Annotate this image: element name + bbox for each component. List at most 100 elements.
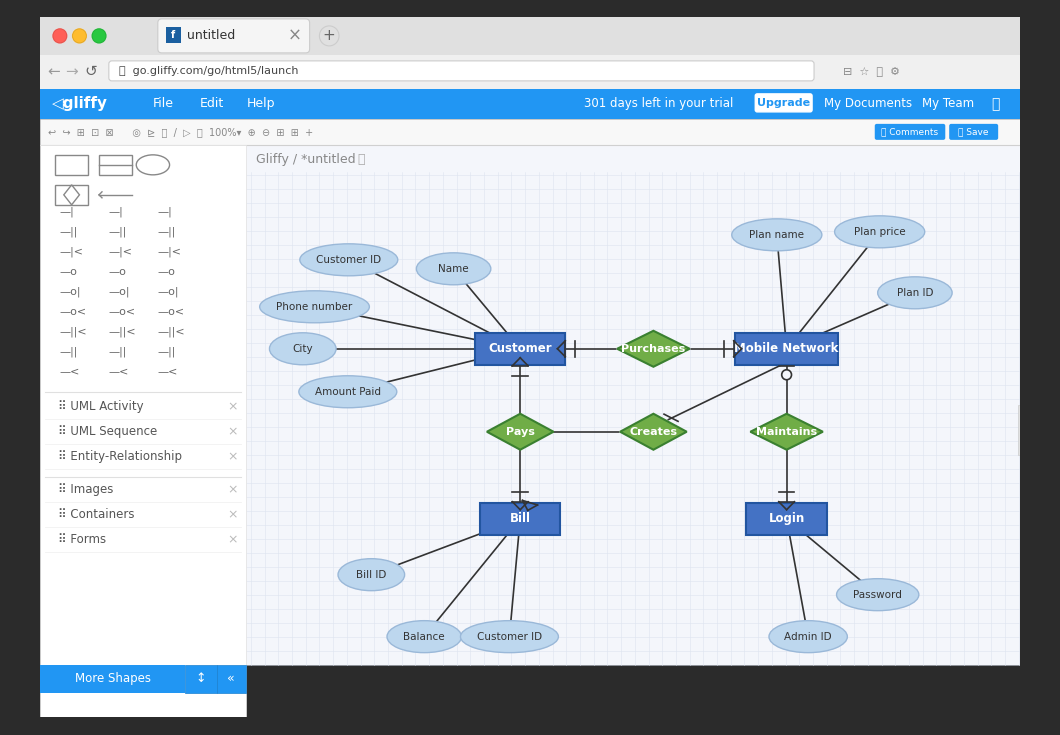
Text: Name: Name [438,264,469,274]
Text: ⠿ Entity-Relationship: ⠿ Entity-Relationship [58,451,182,463]
Text: Bill ID: Bill ID [356,570,387,580]
Text: ⠿ Images: ⠿ Images [58,483,113,496]
Text: —<: —< [109,367,129,377]
Text: My Team: My Team [922,97,974,110]
Text: untitled: untitled [188,29,235,43]
Text: Edit: Edit [200,97,224,110]
Text: —||: —|| [59,346,78,357]
Text: —o: —o [109,267,127,277]
Text: +: + [323,29,336,43]
Text: —||<: —||< [158,326,186,337]
Ellipse shape [387,620,461,653]
Text: File: File [153,97,174,110]
Ellipse shape [836,578,919,611]
Polygon shape [750,414,823,450]
Ellipse shape [731,219,822,251]
Text: ×: × [227,451,237,463]
Text: Purchases: Purchases [621,344,686,354]
Text: 💬 Comments: 💬 Comments [882,127,938,137]
Text: —o<: —o< [158,306,184,317]
Ellipse shape [299,376,396,408]
FancyBboxPatch shape [246,145,1020,664]
Text: ↺: ↺ [85,65,98,79]
Text: 🔒: 🔒 [354,154,366,166]
FancyBboxPatch shape [756,94,812,112]
Text: Plan name: Plan name [749,230,805,240]
Text: ⠿ Containers: ⠿ Containers [58,508,135,521]
Text: Creates: Creates [630,427,677,437]
FancyBboxPatch shape [216,664,246,692]
Text: —o: —o [59,267,77,277]
Ellipse shape [878,277,952,309]
Text: ×: × [227,508,237,521]
Polygon shape [620,414,687,450]
Text: ←: ← [48,65,60,79]
Ellipse shape [300,244,398,276]
Text: —o|: —o| [59,287,82,297]
Ellipse shape [460,620,559,653]
Text: ↕: ↕ [196,672,206,685]
Text: My Documents: My Documents [824,97,912,110]
FancyBboxPatch shape [949,124,999,140]
Text: —o|: —o| [158,287,179,297]
FancyBboxPatch shape [158,19,310,53]
FancyBboxPatch shape [1018,405,1026,455]
Text: —o<: —o< [109,306,136,317]
Text: —||: —|| [158,346,176,357]
Text: 🔒  go.gliffy.com/go/html5/launch: 🔒 go.gliffy.com/go/html5/launch [119,66,298,76]
Text: 👤: 👤 [991,97,1000,111]
FancyBboxPatch shape [874,124,946,140]
Text: —o<: —o< [59,306,87,317]
Text: Bill: Bill [510,512,531,526]
FancyBboxPatch shape [40,145,246,717]
Text: «: « [228,672,235,685]
Text: Customer ID: Customer ID [477,631,542,642]
Text: —||: —|| [109,346,127,357]
Ellipse shape [338,559,405,591]
Text: Amount Paid: Amount Paid [315,387,381,397]
Text: —<: —< [59,367,81,377]
Text: f: f [172,30,176,40]
Polygon shape [617,331,690,367]
Text: —||: —|| [158,226,176,237]
FancyBboxPatch shape [40,119,1020,145]
FancyBboxPatch shape [165,27,181,43]
Text: More Shapes: More Shapes [75,672,151,685]
Text: —|<: —|< [59,246,84,257]
Ellipse shape [768,620,847,653]
Text: Gliffy / *untitled: Gliffy / *untitled [255,154,355,166]
Text: ›: › [1019,423,1024,437]
Circle shape [319,26,339,46]
Text: —||<: —||< [59,326,88,337]
Text: 301 days left in your trial: 301 days left in your trial [584,97,734,110]
Circle shape [781,370,792,380]
FancyBboxPatch shape [736,333,838,365]
Text: Customer ID: Customer ID [316,255,382,265]
Text: —|<: —|< [109,246,132,257]
Text: →: → [66,65,78,79]
FancyBboxPatch shape [746,503,827,534]
Text: ×: × [227,401,237,413]
Text: Pays: Pays [506,427,534,437]
Text: —||: —|| [109,226,127,237]
Text: Customer: Customer [489,343,552,355]
Text: Upgrade: Upgrade [757,98,810,108]
Text: ×: × [227,533,237,546]
Text: ⠿ Forms: ⠿ Forms [58,533,106,546]
Text: 💾 Save: 💾 Save [958,127,989,137]
Text: Phone number: Phone number [277,302,353,312]
Text: —o: —o [158,267,176,277]
Text: Mobile Network: Mobile Network [735,343,838,355]
Text: Login: Login [768,512,805,526]
Text: Help: Help [247,97,276,110]
Text: —|<: —|< [158,246,182,257]
Circle shape [92,29,106,43]
Text: Plan ID: Plan ID [897,288,933,298]
Text: ⠿ UML Sequence: ⠿ UML Sequence [58,426,157,438]
Text: —|: —| [59,207,74,217]
Ellipse shape [834,216,924,248]
FancyBboxPatch shape [40,17,1020,55]
Text: —|: —| [158,207,173,217]
Circle shape [72,29,86,43]
Ellipse shape [260,291,369,323]
